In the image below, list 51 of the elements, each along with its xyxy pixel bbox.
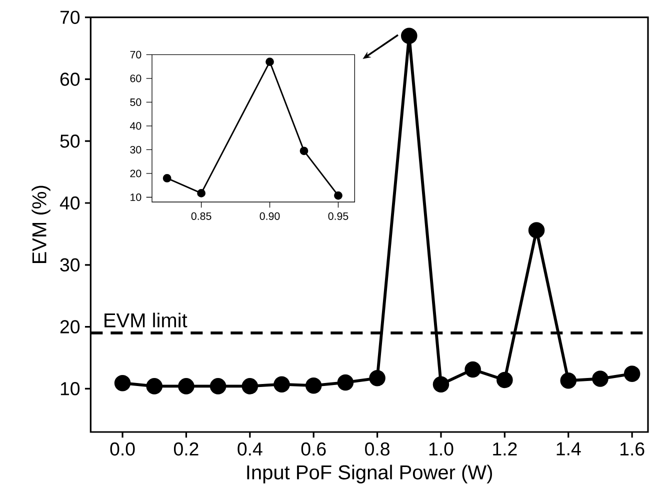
x-tick-label: 1.0: [429, 442, 454, 456]
point: [178, 378, 194, 394]
y-tick-label: 60: [60, 72, 80, 86]
y-tick-label: 10: [60, 382, 80, 396]
ref-line-label: EVM limit: [104, 312, 188, 328]
y-tick-label: 20: [130, 170, 142, 178]
x-tick-label: 1.6: [620, 442, 644, 456]
point: [114, 374, 131, 392]
x-tick-label: 0.85: [191, 212, 212, 220]
x-tick-label: 0.6: [301, 442, 326, 456]
point: [369, 370, 386, 386]
x-tick-label: 0.90: [260, 212, 280, 220]
point: [432, 376, 450, 392]
point: [496, 372, 513, 388]
point: [146, 378, 162, 394]
point: [337, 374, 354, 391]
y-tick-label: 40: [60, 196, 80, 210]
point: [624, 366, 640, 382]
point: [274, 376, 290, 392]
point: [210, 378, 226, 394]
y-tick-label: 50: [60, 134, 80, 148]
point: [300, 146, 308, 156]
x-tick-label: 0.0: [110, 442, 135, 456]
x-axis-title: Input PoF Signal Power (W): [247, 464, 492, 484]
x-tick-label: 0.4: [238, 442, 262, 456]
y-tick-label: 30: [60, 258, 80, 272]
point: [197, 189, 206, 198]
y-tick-label: 50: [130, 98, 142, 106]
y-axis-title: EVM (%): [32, 186, 50, 264]
point: [266, 58, 274, 66]
y-tick-label: 10: [130, 193, 142, 202]
point: [560, 372, 577, 389]
point: [592, 370, 608, 387]
point: [162, 174, 172, 182]
y-tick-label: 70: [130, 50, 142, 58]
point: [305, 377, 322, 394]
point: [401, 28, 418, 44]
x-tick-label: 0.95: [328, 212, 348, 220]
point: [242, 378, 258, 394]
y-tick-label: 70: [60, 10, 80, 24]
y-tick-label: 30: [130, 146, 142, 154]
x-tick-label: 0.8: [365, 442, 390, 456]
x-tick-label: 1.2: [493, 442, 517, 456]
y-tick-label: 40: [130, 122, 142, 130]
x-tick-label: 0.2: [174, 442, 198, 456]
y-tick-label: 60: [130, 74, 142, 82]
x-tick-label: 1.4: [556, 442, 581, 456]
y-tick-label: 20: [60, 320, 80, 334]
point: [464, 361, 481, 378]
point: [334, 191, 342, 200]
point: [528, 222, 545, 238]
